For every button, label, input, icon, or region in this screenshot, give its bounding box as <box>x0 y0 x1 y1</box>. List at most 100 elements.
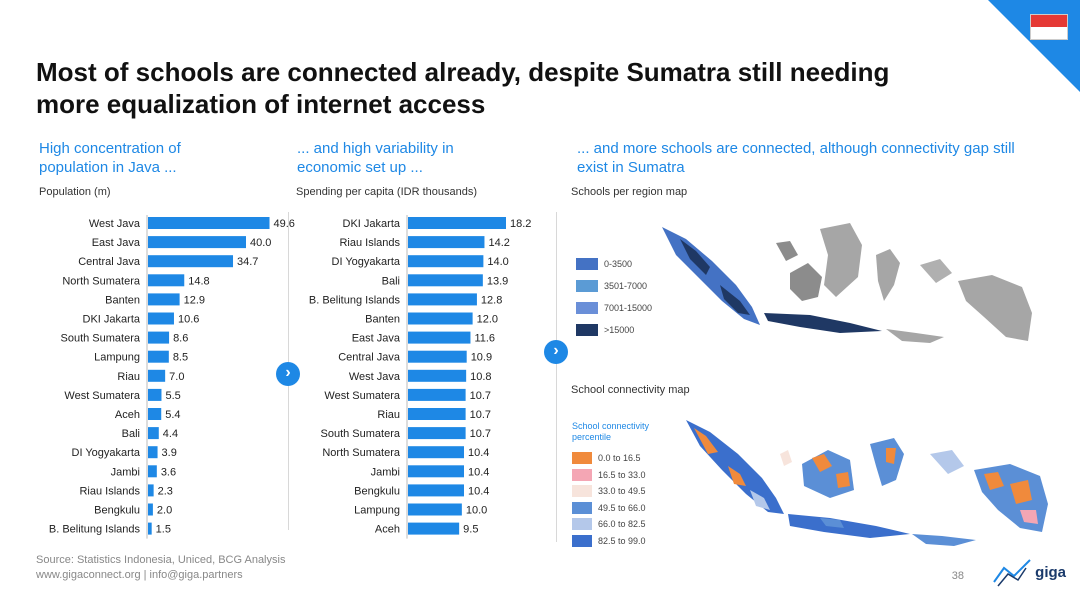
chart1-bar <box>148 484 154 497</box>
chart1-value-label: 49.6 <box>274 218 295 230</box>
map1-legend-swatch <box>576 324 598 336</box>
chart2-category-label: South Sumatera <box>321 428 401 440</box>
chart1-value-label: 40.0 <box>250 237 271 249</box>
chart2-bar <box>408 293 477 306</box>
schools-per-region-map <box>662 223 1032 343</box>
chart2-bar <box>408 255 484 268</box>
chart2-value-label: 10.9 <box>471 352 492 364</box>
chart1-category-label: North Sumatera <box>62 275 141 287</box>
chart1-category-label: West Java <box>89 218 141 230</box>
chart2-category-label: Lampung <box>354 505 400 517</box>
chart1-bar <box>148 293 180 306</box>
chart2-category-label: East Java <box>352 333 401 345</box>
chart2-category-label: Riau Islands <box>339 237 400 249</box>
chart2-category-label: Central Java <box>338 352 401 364</box>
map2-legend-item: 16.5 to 33.0 <box>572 468 646 481</box>
map2-legend-swatch <box>572 518 592 531</box>
map2-legend-item: 49.5 to 66.0 <box>572 501 646 514</box>
chart2-value-label: 10.8 <box>470 371 491 383</box>
map1-legend-item: >15000 <box>576 324 634 336</box>
chart2-category-label: Banten <box>365 314 400 326</box>
chart1-value-label: 5.5 <box>165 390 180 402</box>
chart1-bar <box>148 369 166 382</box>
chart2-category-label: Jambi <box>371 466 400 478</box>
map2-legend-label: 66.0 to 82.5 <box>598 519 646 530</box>
chart2-value-label: 10.7 <box>470 428 491 440</box>
chart1-bar <box>148 350 169 363</box>
chevron-right-icon: › <box>553 342 559 359</box>
map2-legend-swatch <box>572 485 592 498</box>
chart1-category-label: Riau <box>117 371 140 383</box>
chart2-bar <box>408 217 506 229</box>
chart1-category-label: East Java <box>92 237 141 249</box>
map2-legend-swatch <box>572 501 592 514</box>
next-arrow-button-1[interactable]: › <box>276 362 300 386</box>
chart1-category-label: Riau Islands <box>79 485 140 497</box>
chart2-category-label: West Java <box>349 371 401 383</box>
chart1-value-label: 1.5 <box>156 524 171 536</box>
chart1-value-label: 3.9 <box>162 447 177 459</box>
chart1-value-label: 3.6 <box>161 466 176 478</box>
chart1-bar <box>148 427 159 440</box>
chart1-bar <box>148 446 158 459</box>
chevron-right-icon: › <box>285 364 291 381</box>
chart2-bar <box>408 236 485 249</box>
chart1-bar <box>148 274 185 287</box>
chart1-category-label: B. Belitung Islands <box>49 524 141 536</box>
map2-legend-label: 49.5 to 66.0 <box>598 502 646 513</box>
chart2-value-label: 10.4 <box>468 485 489 497</box>
page-number: 38 <box>951 570 964 582</box>
chart1-value-label: 4.4 <box>163 428 178 440</box>
chart2-value-label: 10.7 <box>470 390 491 402</box>
contact-info[interactable]: www.gigaconnect.org | info@giga.partners <box>36 569 243 581</box>
map1-legend-label: >15000 <box>604 325 635 335</box>
chart1-value-label: 5.4 <box>165 409 180 421</box>
chart2-category-label: Bengkulu <box>354 485 400 497</box>
chart2-bar <box>408 465 464 478</box>
chart1-bar <box>148 331 170 344</box>
chart1-category-label: West Sumatera <box>64 390 140 402</box>
chart2-value-label: 10.4 <box>468 466 489 478</box>
map2-legend-swatch <box>572 535 592 547</box>
map2-legend-label: 16.5 to 33.0 <box>598 469 646 480</box>
map1-legend-swatch <box>576 258 598 270</box>
chart2-category-label: B. Belitung Islands <box>309 294 401 306</box>
chart1-value-label: 10.6 <box>178 314 199 326</box>
next-arrow-button-2[interactable]: › <box>544 340 568 364</box>
chart2-category-label: DI Yogyakarta <box>332 256 401 268</box>
map2-legend-item: 0.0 to 16.5 <box>572 452 641 464</box>
chart2-bar <box>408 312 473 325</box>
chart2-value-label: 10.4 <box>468 447 489 459</box>
chart2-value-label: 11.6 <box>474 333 495 345</box>
chart2-bar <box>408 522 460 535</box>
chart2-category-label: Riau <box>377 409 400 421</box>
chart1-value-label: 2.3 <box>158 485 173 497</box>
chart1-value-label: 34.7 <box>237 256 258 268</box>
map1-legend-swatch <box>576 280 598 292</box>
chart2-category-label: North Sumatera <box>322 447 401 459</box>
chart1-value-label: 12.9 <box>184 294 205 306</box>
chart1-bar <box>148 255 234 268</box>
chart2-value-label: 10.0 <box>466 505 487 517</box>
giga-logo-icon <box>993 559 1031 587</box>
chart2-bar <box>408 484 464 497</box>
map1-title: Schools per region map <box>571 186 688 198</box>
chart1-bar <box>148 465 157 478</box>
map1-legend-label: 0-3500 <box>604 259 633 269</box>
col2-heading: ... and high variability in economic set… <box>297 140 454 176</box>
map2-legend-title: School connectivity percentile <box>572 421 650 442</box>
chart2-bar <box>408 274 483 287</box>
chart2-value-label: 18.2 <box>510 218 531 230</box>
map1-legend-item: 3501-7000 <box>576 280 647 292</box>
chart2-category-label: Bali <box>382 275 400 287</box>
indonesia-flag-icon <box>1030 14 1068 40</box>
chart1-bar <box>148 503 153 516</box>
map1-legend-item: 7001-15000 <box>576 302 652 314</box>
map1-legend-swatch <box>576 302 598 314</box>
chart2-value-label: 12.0 <box>477 314 498 326</box>
chart1-category-label: Aceh <box>115 409 140 421</box>
chart2-bar <box>408 446 464 459</box>
school-connectivity-map <box>686 420 1048 546</box>
map2-legend-item: 82.5 to 99.0 <box>572 535 646 547</box>
